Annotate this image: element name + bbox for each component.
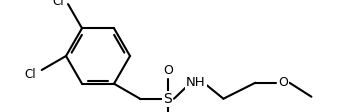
Text: NH: NH [186,76,206,89]
Text: O: O [163,64,173,77]
Text: O: O [278,76,288,89]
Text: S: S [163,92,173,106]
Text: Cl: Cl [52,0,64,8]
Text: Cl: Cl [24,68,36,81]
